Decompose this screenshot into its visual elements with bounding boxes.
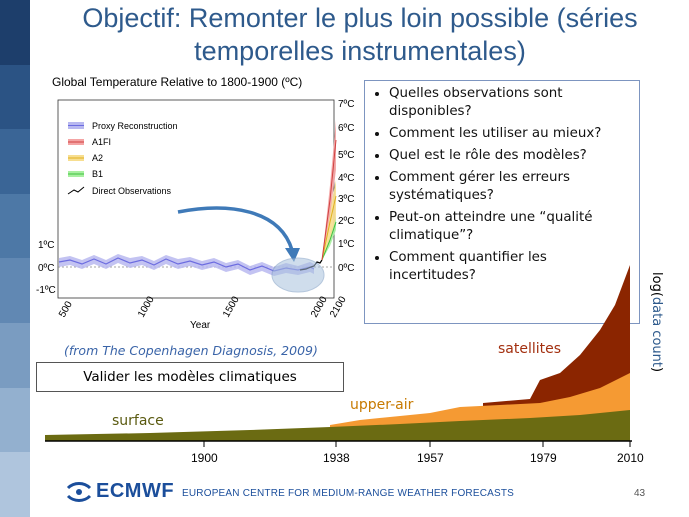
ecmwf-logo: ECMWF bbox=[66, 480, 174, 503]
questions-box: Quelles observations sont disponibles? C… bbox=[364, 80, 640, 324]
year-label: 2010 bbox=[617, 451, 644, 465]
footer-org-name: EUROPEAN CENTRE FOR MEDIUM-RANGE WEATHER… bbox=[182, 488, 515, 499]
growth-year-ticks bbox=[203, 441, 631, 447]
legend-label: A2 bbox=[92, 153, 103, 163]
a2-line bbox=[321, 195, 337, 261]
satellites-label: satellites bbox=[498, 341, 562, 357]
citation: (from The Copenhagen Diagnosis, 2009) bbox=[64, 343, 318, 358]
legend-label: Proxy Reconstruction bbox=[92, 121, 178, 131]
question-item: Comment les utiliser au mieux? bbox=[389, 125, 633, 143]
y-right-tick: 2ºC bbox=[338, 216, 354, 227]
year-label: 1938 bbox=[323, 451, 350, 465]
upper-air-label: upper-air bbox=[350, 397, 414, 413]
y-right-tick: 7ºC bbox=[338, 99, 354, 110]
year-label: 1900 bbox=[191, 451, 218, 465]
legend-label: A1FI bbox=[92, 137, 111, 147]
data-growth-chart bbox=[45, 265, 632, 447]
surface-area bbox=[45, 410, 630, 441]
y-right-tick: 1ºC bbox=[338, 239, 354, 250]
question-item: Comment quantifier les incertitudes? bbox=[389, 249, 633, 285]
surface-label: surface bbox=[112, 413, 164, 429]
temperature-chart: 1ºC 0ºC -1ºC 7ºC 6ºC 5ºC 4ºC 3ºC 2ºC 1ºC… bbox=[36, 99, 354, 331]
b1-line bbox=[321, 221, 337, 261]
y-right-tick: 6ºC bbox=[338, 123, 354, 134]
y-left-tick: -1ºC bbox=[36, 285, 56, 296]
legend-label: B1 bbox=[92, 169, 103, 179]
growth-y-axis-label: log(data count) bbox=[649, 272, 664, 373]
y-left-ticks: 1ºC 0ºC -1ºC bbox=[36, 240, 56, 296]
question-item: Peut-on atteindre une “qualité climatiqu… bbox=[389, 209, 633, 245]
a1fi-line bbox=[321, 139, 337, 261]
slide-title: Objectif: Remonter le plus loin possible… bbox=[82, 3, 638, 66]
temperature-legend: Proxy Reconstruction A1FI A2 B1 Direct O… bbox=[67, 121, 178, 196]
year-label: 1957 bbox=[417, 451, 444, 465]
y-right-tick: 0ºC bbox=[338, 263, 354, 274]
left-color-bar bbox=[0, 0, 30, 517]
y-left-tick: 0ºC bbox=[38, 263, 54, 274]
highlight-arrow bbox=[177, 206, 294, 251]
question-item: Quel est le rôle des modèles? bbox=[389, 147, 633, 165]
x-axis-label: Year bbox=[190, 320, 211, 331]
y-right-tick: 5ºC bbox=[338, 150, 354, 161]
page-number: 43 bbox=[634, 488, 646, 499]
highlight-ellipse bbox=[271, 257, 325, 293]
y-right-ticks: 7ºC 6ºC 5ºC 4ºC 3ºC 2ºC 1ºC 0ºC bbox=[338, 99, 354, 274]
year-label: 1979 bbox=[530, 451, 557, 465]
y-right-tick: 3ºC bbox=[338, 194, 354, 205]
question-item: Comment gérer les erreurs systématiques? bbox=[389, 169, 633, 205]
validate-box: Valider les modèles climatiques bbox=[36, 362, 344, 392]
a1fi-fan bbox=[322, 120, 336, 260]
arrow-head bbox=[285, 248, 300, 262]
y-left-tick: 1ºC bbox=[38, 240, 54, 251]
y-right-tick: 4ºC bbox=[338, 173, 354, 184]
ecmwf-swirl-icon bbox=[66, 481, 92, 502]
legend-label: Direct Observations bbox=[92, 186, 172, 196]
question-item: Quelles observations sont disponibles? bbox=[389, 85, 633, 121]
temperature-chart-title: Global Temperature Relative to 1800-1900… bbox=[52, 75, 303, 89]
ecmwf-logo-text: ECMWF bbox=[96, 480, 175, 502]
